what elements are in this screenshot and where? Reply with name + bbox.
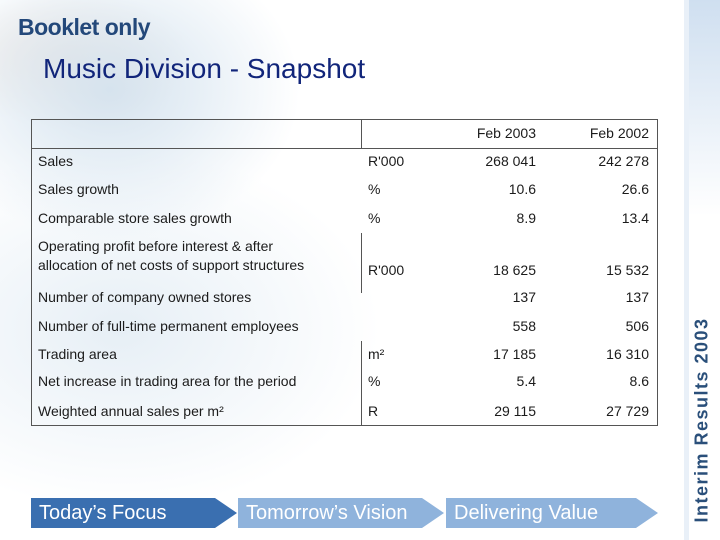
value-feb-2002: 137 [625, 289, 649, 305]
header-divider [31, 148, 657, 149]
unit-column-divider [361, 119, 362, 149]
row-label: Net increase in trading area for the per… [38, 373, 297, 389]
row-unit: m² [368, 346, 385, 362]
row-label: Number of company owned stores [38, 289, 252, 305]
value-feb-2003: 18 625 [493, 262, 536, 278]
row-label: Number of full-time permanent employees [38, 318, 299, 334]
value-feb-2003: 558 [512, 318, 536, 334]
value-feb-2003: 137 [512, 289, 536, 305]
row-label: Sales [38, 153, 74, 169]
row-label: Weighted annual sales per m² [38, 403, 224, 419]
page-title: Music Division - Snapshot [43, 53, 366, 84]
value-feb-2002: 506 [625, 318, 649, 334]
row-unit: % [368, 181, 381, 197]
value-feb-2002: 13.4 [621, 210, 649, 226]
value-feb-2003: 10.6 [508, 181, 536, 197]
value-feb-2002: 27 729 [606, 403, 649, 419]
row-unit: % [368, 373, 381, 389]
value-feb-2002: 8.6 [629, 373, 649, 389]
value-feb-2002: 26.6 [621, 181, 649, 197]
row-label: Sales growth [38, 181, 119, 197]
snapshot-table: Feb 2003 Feb 2002 Sales R'000 268 041 24… [31, 119, 658, 426]
value-feb-2003: 29 115 [494, 403, 536, 419]
row-label-line-1: Operating profit before interest & after [38, 238, 274, 254]
side-report-title: Interim Results 2003 [691, 317, 712, 523]
value-feb-2002: 16 310 [606, 346, 649, 362]
step-delivering-value: Delivering Value [446, 498, 658, 528]
row-label-line-2: allocation of net costs of support struc… [38, 257, 305, 273]
unit-column-divider [361, 233, 362, 293]
row-unit: R'000 [368, 153, 405, 169]
background-photo [0, 0, 690, 540]
column-header-feb-2003: Feb 2003 [476, 125, 536, 141]
value-feb-2002: 242 278 [598, 153, 649, 169]
table-frame [31, 119, 658, 426]
value-feb-2003: 17 185 [493, 346, 536, 362]
value-feb-2002: 15 532 [606, 262, 649, 278]
side-band [684, 0, 720, 540]
step-todays-focus: Today’s Focus [31, 498, 237, 528]
value-feb-2003: 5.4 [516, 373, 536, 389]
step-tomorrows-vision: Tomorrow’s Vision [238, 498, 444, 528]
row-label: Comparable store sales growth [38, 210, 232, 226]
booklet-only-label: Booklet only [18, 14, 151, 40]
value-feb-2003: 268 041 [485, 153, 536, 169]
column-header-feb-2002: Feb 2002 [589, 125, 649, 141]
row-unit: % [368, 210, 381, 226]
row-unit: R [368, 403, 379, 419]
unit-column-divider [361, 341, 362, 425]
row-unit: R'000 [368, 262, 405, 278]
row-label: Trading area [38, 346, 117, 362]
value-feb-2003: 8.9 [516, 210, 536, 226]
